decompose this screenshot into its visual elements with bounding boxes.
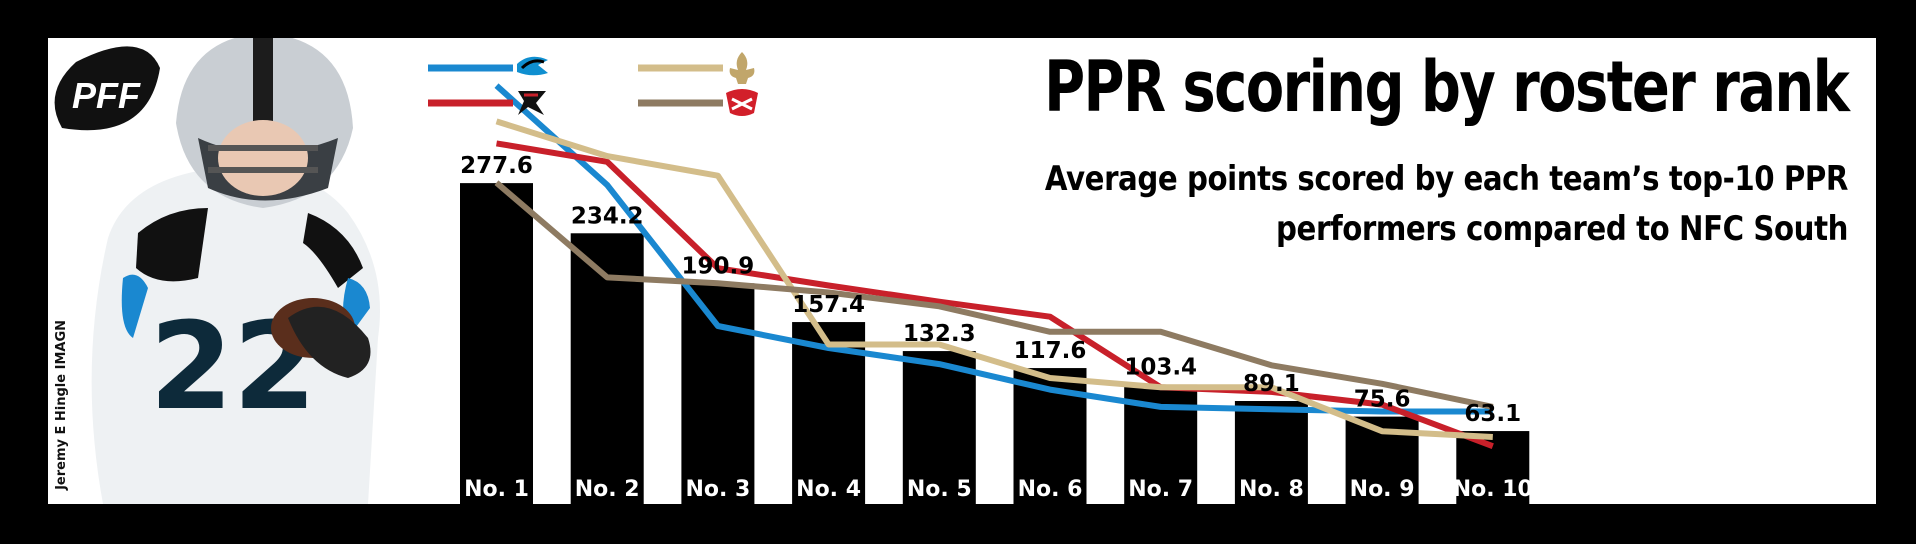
chart: PFF 22 277.6 234.2 190.9 157.4 132.3 117.6 103… xyxy=(54,38,1533,504)
value-label-7: 103.4 xyxy=(1124,354,1197,380)
category-label-2: No. 2 xyxy=(575,477,640,502)
category-label-5: No. 5 xyxy=(907,477,972,502)
series-lines-group xyxy=(494,83,1494,450)
category-label-6: No. 6 xyxy=(1018,477,1083,502)
series-line-3 xyxy=(495,118,1493,440)
category-label-1: No. 1 xyxy=(464,477,529,502)
player-illustration: 22 xyxy=(91,38,381,504)
category-label-8: No. 8 xyxy=(1239,477,1304,502)
bar-1 xyxy=(460,183,533,504)
buccaneers-logo-icon xyxy=(726,89,758,116)
saints-logo-icon xyxy=(729,52,755,84)
value-label-5: 132.3 xyxy=(903,321,976,347)
value-label-8: 89.1 xyxy=(1243,371,1300,397)
falcons-logo-icon xyxy=(518,91,546,115)
value-label-6: 117.6 xyxy=(1014,338,1087,364)
bar-8 xyxy=(1234,401,1308,504)
pff-logo-text: PFF xyxy=(72,75,141,116)
category-label-4: No. 4 xyxy=(796,477,861,502)
bar-3 xyxy=(681,283,755,504)
chart-title: PPR scoring by roster rank xyxy=(1043,46,1850,128)
value-label-1: 277.6 xyxy=(460,153,533,179)
series-line-4 xyxy=(494,180,1494,410)
category-labels-group: No. 1 No. 2 No. 3 No. 4 No. 5 No. 6 No. 7 No. 8… xyxy=(464,477,1533,502)
category-label-7: No. 7 xyxy=(1128,477,1193,502)
category-label-3: No. 3 xyxy=(685,477,750,502)
pff-logo: PFF xyxy=(54,46,161,131)
legend xyxy=(428,52,758,116)
value-label-4: 157.4 xyxy=(792,292,865,318)
value-label-3: 190.9 xyxy=(682,253,755,279)
infographic-panel: PFF 22 277.6 234.2 190.9 157.4 132.3 117.6 103… xyxy=(48,38,1876,504)
category-label-10: No. 10 xyxy=(1453,477,1533,502)
value-label-9: 75.6 xyxy=(1354,387,1411,413)
value-label-10: 63.1 xyxy=(1464,401,1521,427)
value-labels-group: 277.6 234.2 190.9 157.4 132.3 117.6 103.4 89.1 7… xyxy=(460,153,1521,427)
series-line-2 xyxy=(496,140,1494,450)
photo-credit: Jeremy E Hingle IMAGN xyxy=(54,320,69,490)
value-label-2: 234.2 xyxy=(571,203,644,229)
chart-subtitle: Average points scored by each team’s top… xyxy=(1044,159,1849,249)
bar-5 xyxy=(902,351,976,504)
category-label-9: No. 9 xyxy=(1350,477,1415,502)
panthers-logo-icon xyxy=(517,56,548,76)
